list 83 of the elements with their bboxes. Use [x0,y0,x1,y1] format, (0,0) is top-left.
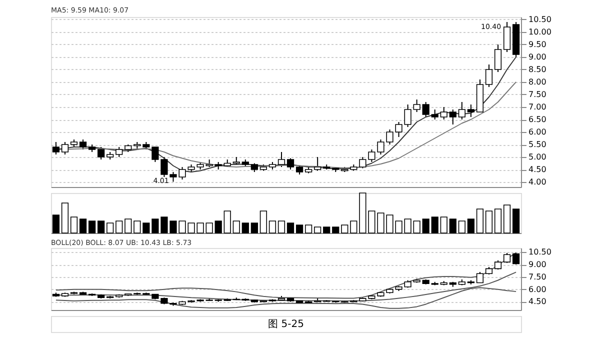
candlestick [440,106,448,120]
bar [431,216,438,234]
bar [286,222,294,234]
bar [314,226,322,234]
candlestick [79,139,87,150]
candlestick [359,156,366,169]
bar [458,220,466,234]
bar [332,226,340,234]
candlestick [314,156,322,172]
bar [476,208,484,234]
bar [268,220,276,234]
bar [359,192,366,234]
candlestick [116,146,123,158]
bar [260,210,268,234]
y-tick-label: 10.50 [528,15,552,24]
y-tick-label: 6.50 [528,115,546,124]
bar [116,220,123,234]
bar [485,210,493,234]
bar [350,220,358,234]
bar [512,208,520,234]
candlestick [52,142,60,155]
y-tick-label: 8.00 [528,78,546,86]
y-tick-label: 6.00 [528,284,546,294]
candlestick [449,109,456,125]
bar [278,220,286,234]
bar [224,210,231,234]
y-tick-label: 8.50 [528,65,546,74]
bar [323,226,330,234]
bar [79,218,87,234]
bar [449,218,456,234]
y-tick-label: 4.50 [528,165,546,174]
y-tick-label: 6.00 [528,128,546,136]
candlestick [458,102,466,120]
bar [422,218,430,234]
candlestick [286,158,294,170]
bar [142,222,150,234]
bar [98,220,105,234]
bar [503,204,511,234]
y-tick-label: 7.50 [528,272,546,282]
bar [341,224,348,234]
y-tick-label: 7.50 [528,90,546,99]
candlestick [494,44,502,72]
candlestick [278,152,286,168]
candlestick [503,22,511,52]
candlestick [467,104,474,118]
y-tick-label: 10.50 [528,248,552,257]
bar [232,220,240,234]
y-tick-label: 7.00 [528,102,546,112]
y-tick-label: 9.00 [528,52,546,62]
candlestick [512,252,520,266]
candlestick [422,102,430,118]
bar [242,222,249,234]
candlestick [476,271,484,284]
bar [124,218,132,234]
candlestick [431,109,438,120]
bar [88,220,96,234]
caption: 图 5-25 [268,319,304,330]
bar [494,208,502,234]
candlestick [494,260,502,270]
y-tick-label: 5.00 [528,152,546,162]
bar [250,222,258,234]
y-tick-label: 4.50 [528,297,546,306]
bar [70,216,78,234]
bar [61,202,69,234]
bar [467,218,474,234]
candlestick [485,64,493,88]
y-tick-label: 10.00 [528,28,552,36]
bar [106,222,114,234]
bar [304,224,312,234]
y-tick-label: 9.50 [528,40,546,49]
bar [52,214,60,234]
y-tick-label: 9.00 [528,260,546,270]
candlestick [98,146,105,160]
bar [296,224,304,234]
bar [134,220,141,234]
candlestick [503,252,511,264]
y-tick-label: 5.50 [528,140,546,149]
line-series [55,252,517,299]
bar [206,222,213,234]
bar [214,220,222,234]
candlestick [61,142,69,155]
y-tick-label: 4.00 [528,178,546,186]
bar [440,216,448,234]
